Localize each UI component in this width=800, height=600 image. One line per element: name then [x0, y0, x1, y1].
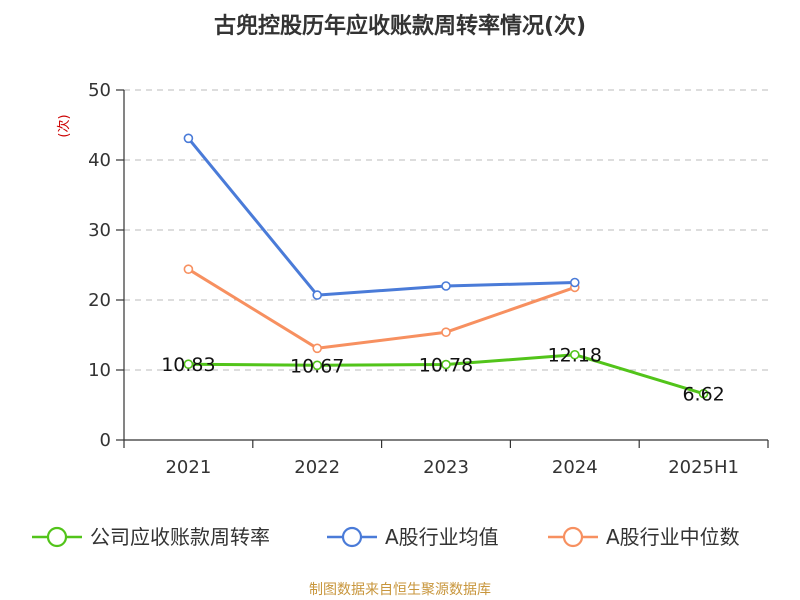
legend-marker-1: [341, 526, 363, 548]
data-label-2021: 10.83: [161, 354, 215, 376]
series-1-point-2023: [441, 281, 451, 291]
series-2: [183, 264, 580, 354]
series-0-point-2021: [183, 359, 194, 369]
series-1-point-2021: [183, 133, 194, 144]
legend-item-2[interactable]: A股行业中位数: [548, 525, 740, 549]
y-tick-label-10: 10: [88, 360, 111, 381]
data-source-note: 制图数据来自恒生聚源数据库: [309, 582, 491, 598]
data-label-2023: 10.78: [419, 355, 473, 377]
legend-item-1[interactable]: A股行业均值: [327, 525, 499, 549]
x-tick-label-2023: 2023: [423, 457, 469, 478]
series-line-1: [187, 137, 575, 297]
series-2-point-2021: [183, 264, 194, 275]
axes: 0 10 20 30 40 50 2021 2022 2023 2024 2025H1: [88, 80, 769, 478]
series-0-point-2025H1: [698, 388, 709, 399]
legend-marker-2: [562, 526, 584, 548]
series-line-2: [187, 267, 576, 350]
legend-label-0: 公司应收账款周转率: [90, 525, 270, 549]
data-label-2025H1: 6.62: [682, 384, 724, 406]
y-tick-label-20: 20: [88, 290, 111, 311]
legend-item-0[interactable]: 公司应收账款周转率: [32, 525, 270, 549]
series-2-point-2023: [441, 327, 451, 338]
series-1-point-2022: [312, 290, 323, 300]
legend-label-1: A股行业均值: [385, 525, 499, 549]
x-tick-label-2021: 2021: [165, 457, 211, 478]
grid: [124, 89, 768, 371]
x-tick-label-2022: 2022: [294, 457, 340, 478]
y-axis-unit: (次): [56, 114, 72, 137]
data-label-2024: 12.18: [548, 345, 602, 367]
series: [183, 133, 709, 399]
series-0-point-2023: [441, 359, 451, 370]
series-2-point-2022: [312, 343, 323, 354]
x-tick-label-2024: 2024: [552, 457, 598, 478]
data-label-2022: 10.67: [290, 355, 344, 377]
legend-marker-0: [46, 526, 68, 548]
data-labels: 10.83 10.67 10.78 12.18 6.62: [161, 345, 725, 406]
y-tick-label-30: 30: [88, 220, 111, 241]
series-0-point-2024: [569, 349, 580, 360]
series-1-point-2024: [569, 277, 580, 288]
legend-label-2: A股行业中位数: [606, 525, 740, 549]
chart-title: 古兜控股历年应收账款周转率情况(次): [214, 13, 586, 39]
series-0-point-2022: [312, 360, 323, 371]
y-tick-label-40: 40: [88, 150, 111, 171]
series-0: [183, 349, 709, 399]
series-1: [183, 133, 580, 300]
y-tick-label-0: 0: [100, 430, 111, 451]
legend[interactable]: 公司应收账款周转率 A股行业均值 A股行业中位数: [32, 525, 740, 549]
y-tick-label-50: 50: [88, 80, 111, 101]
x-tick-label-2025H1: 2025H1: [668, 457, 739, 478]
